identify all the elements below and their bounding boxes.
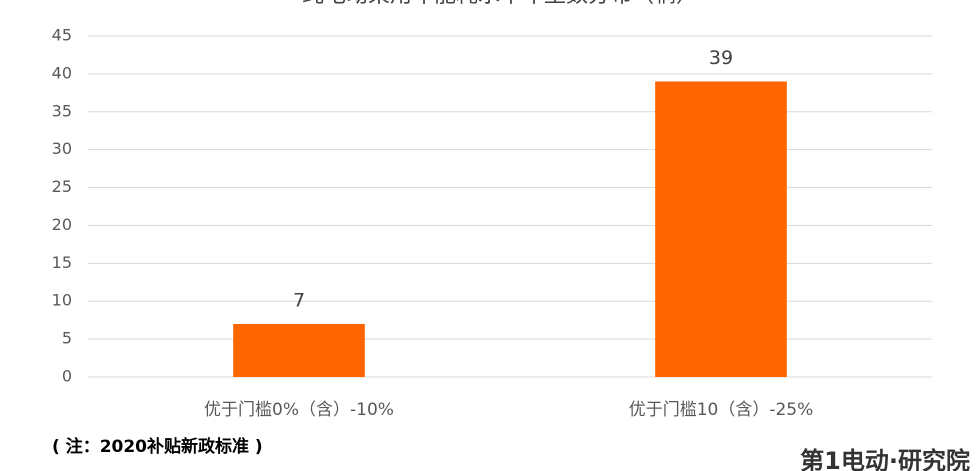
brand: 第1电动·研究院 (800, 447, 970, 471)
data-label: 7 (293, 289, 305, 311)
x-tick-label: 优于门槛0%（含）-10% (204, 400, 394, 420)
y-tick-label: 0 (62, 367, 72, 386)
x-tick-label: 优于门槛10（含）-25% (629, 400, 814, 420)
y-tick-label: 40 (52, 63, 72, 82)
y-tick-label: 20 (52, 215, 72, 234)
y-tick-label: 45 (52, 26, 72, 45)
bar (233, 323, 365, 377)
chart-title: 纯电动乘用车能耗水平车型数分布（辆） (302, 0, 698, 8)
y-tick-label: 15 (52, 253, 72, 272)
data-label: 39 (709, 47, 733, 69)
bar (655, 81, 787, 377)
note: ( 注：2020补贴新政标准 ) (52, 436, 263, 457)
y-tick-label: 35 (52, 101, 72, 120)
y-tick-label: 5 (62, 329, 72, 348)
y-tick-label: 25 (52, 177, 72, 196)
y-tick-label: 10 (52, 291, 72, 310)
y-tick-label: 30 (52, 139, 72, 158)
